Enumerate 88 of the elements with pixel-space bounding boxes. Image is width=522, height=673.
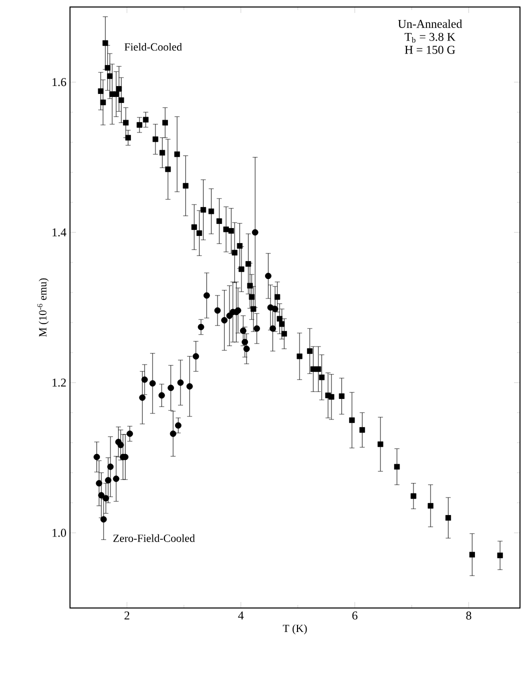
point xyxy=(296,354,302,360)
point xyxy=(228,228,234,234)
point xyxy=(252,229,258,236)
y-tick-label: 1.0 xyxy=(52,528,66,537)
x-axis-title: T (K) xyxy=(282,624,307,634)
point xyxy=(186,383,193,390)
point xyxy=(104,477,112,484)
point xyxy=(192,353,200,360)
point xyxy=(149,380,156,387)
point xyxy=(117,442,124,448)
point xyxy=(168,384,174,392)
point xyxy=(152,136,158,142)
point xyxy=(310,366,316,372)
point xyxy=(98,88,104,94)
point xyxy=(174,151,180,158)
point xyxy=(204,292,210,299)
point xyxy=(428,503,434,509)
annotation: H = 150 G xyxy=(404,46,456,54)
point xyxy=(141,376,148,383)
point xyxy=(214,307,221,314)
point xyxy=(318,374,325,380)
point xyxy=(248,294,255,300)
point xyxy=(107,73,113,79)
point xyxy=(265,272,272,280)
point xyxy=(175,422,182,429)
point xyxy=(107,464,114,470)
point xyxy=(232,250,238,256)
x-tick-label: 4 xyxy=(238,612,244,620)
series-label: Zero-Field-Cooled xyxy=(113,534,195,542)
point xyxy=(279,321,285,327)
point xyxy=(123,120,129,126)
y-tick-label: 1.2 xyxy=(52,378,66,387)
point xyxy=(112,476,120,482)
y-axis-title: M (10$^{-6}$ emu) xyxy=(37,278,49,337)
point xyxy=(445,515,452,521)
annotation: T$_{b}$ = 3.8 K xyxy=(404,32,456,43)
point xyxy=(274,294,280,300)
point xyxy=(116,86,122,92)
point xyxy=(100,100,106,106)
point xyxy=(338,393,345,399)
point xyxy=(126,430,134,437)
point xyxy=(216,218,222,224)
point xyxy=(410,493,416,499)
point xyxy=(226,312,233,319)
point xyxy=(394,464,400,470)
x-tick-label: 6 xyxy=(352,612,358,620)
point xyxy=(139,394,146,401)
point xyxy=(349,417,355,423)
point xyxy=(359,427,366,433)
point xyxy=(208,208,214,214)
point xyxy=(198,324,204,330)
point xyxy=(316,366,322,372)
point xyxy=(118,97,124,103)
point xyxy=(243,346,250,352)
x-tick-label: 8 xyxy=(466,612,472,620)
point xyxy=(328,394,334,400)
point xyxy=(177,379,184,386)
point xyxy=(240,328,246,334)
point xyxy=(254,325,260,332)
point xyxy=(96,480,102,486)
series-label: Field-Cooled xyxy=(124,42,182,51)
x-tick-label: 2 xyxy=(124,612,130,620)
point xyxy=(281,330,287,337)
point xyxy=(223,226,229,232)
point xyxy=(378,441,384,448)
point xyxy=(159,150,166,156)
point xyxy=(113,91,119,97)
point xyxy=(182,182,188,189)
point xyxy=(200,207,206,213)
y-tick-label: 1.6 xyxy=(52,78,66,86)
point xyxy=(276,316,282,322)
y-tick-label: 1.4 xyxy=(52,228,66,236)
point xyxy=(497,552,503,558)
point xyxy=(221,317,228,324)
point xyxy=(158,392,165,399)
point xyxy=(142,116,149,122)
point xyxy=(191,224,197,230)
point xyxy=(307,348,313,354)
point xyxy=(162,120,168,126)
annotation: Un-Annealed xyxy=(398,20,462,28)
point xyxy=(247,282,253,289)
point xyxy=(165,166,171,172)
point xyxy=(196,230,202,236)
point xyxy=(469,552,475,558)
point xyxy=(94,454,100,460)
point xyxy=(170,430,176,437)
point xyxy=(136,122,142,128)
point xyxy=(242,338,248,346)
